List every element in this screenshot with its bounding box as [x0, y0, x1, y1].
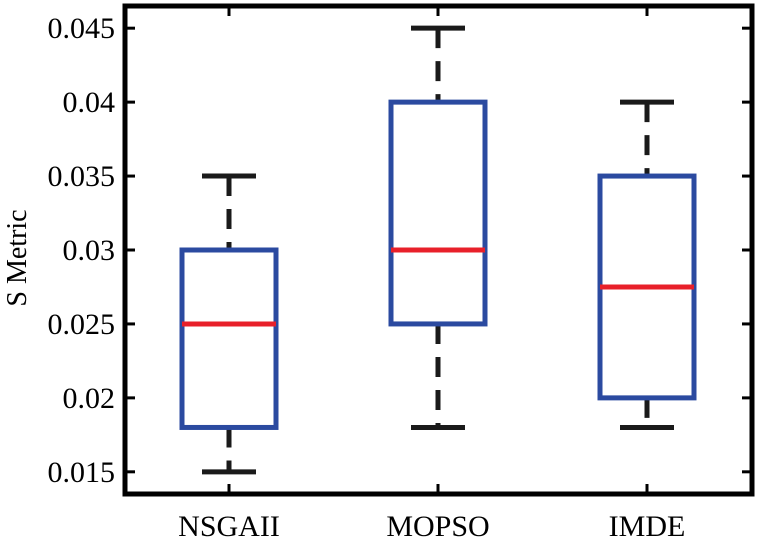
box-mopso	[388, 99, 488, 327]
x-tick-label-nsgaii: NSGAII	[178, 510, 280, 543]
y-tick-label: 0.04	[63, 86, 116, 119]
box-nsgaii	[179, 247, 279, 430]
y-tick-label: 0.025	[48, 308, 116, 341]
y-tick-label: 0.03	[63, 234, 116, 267]
y-tick-label: 0.015	[48, 456, 116, 489]
y-tick-label: 0.045	[48, 12, 116, 45]
y-tick-label: 0.035	[48, 160, 116, 193]
y-tick-label: 0.02	[63, 382, 116, 415]
y-axis-label: S Metric	[2, 209, 33, 306]
x-tick-label-mopso: MOPSO	[386, 510, 489, 543]
plot-area: 0.015 0.02 0.025 0.03 0.035 0.04 0.045 NSGAII MO…	[48, 3, 755, 543]
x-tick-label-imde: IMDE	[609, 510, 686, 543]
